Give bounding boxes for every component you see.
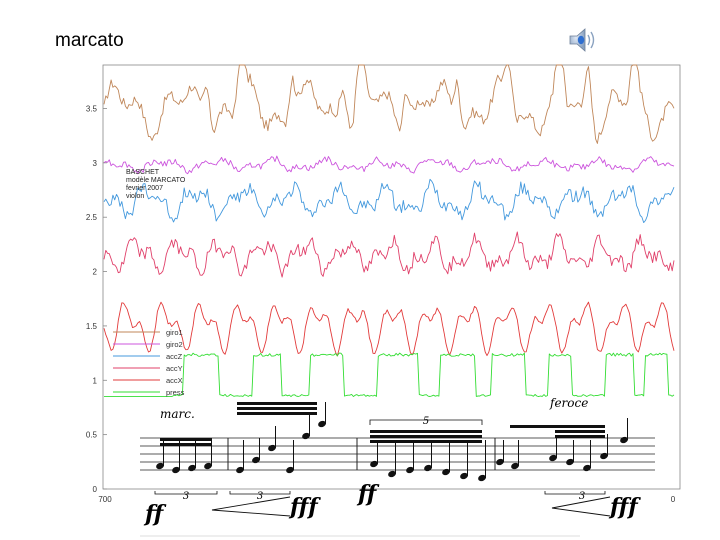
- annotation-line: violon: [126, 193, 144, 200]
- expression-feroce: feroce: [549, 396, 588, 410]
- note-head: [188, 464, 196, 472]
- series-line-accZ: [103, 178, 675, 224]
- series-line-giro2: [103, 155, 675, 175]
- note-head: [268, 444, 276, 452]
- annotation-line: fevrier 2007: [126, 185, 163, 192]
- note-head: [620, 436, 628, 444]
- note-head: [496, 458, 504, 466]
- dynamic-mark: ff: [356, 481, 380, 507]
- note-head: [478, 474, 486, 482]
- note-head: [460, 472, 468, 480]
- legend-label: giro2: [166, 340, 183, 349]
- x-tick-label: 700: [98, 495, 112, 504]
- barlines: [227, 438, 496, 470]
- legend-label: accY: [166, 364, 183, 373]
- y-tick-label: 3: [93, 159, 98, 168]
- note-head: [511, 462, 519, 470]
- series-layer: [103, 64, 675, 398]
- legend-label: accZ: [166, 352, 183, 361]
- y-axis: 0 0.5 1 1.5 2 2.5 3 3.5: [86, 104, 107, 494]
- hairpins: [211, 496, 611, 517]
- annotation: BASCHET modèle MARCATO fevrier 2007 viol…: [126, 169, 186, 200]
- note-head: [583, 464, 591, 472]
- note-head: [204, 462, 212, 470]
- y-tick-label: 3.5: [86, 104, 98, 113]
- music-score: 3 3 5 3 marc. feroce ff fff ff fff: [140, 396, 655, 527]
- tuplet-brackets: [154, 419, 606, 495]
- expression-marc: marc.: [160, 407, 195, 421]
- dynamic-mark: fff: [608, 494, 641, 520]
- y-tick-label: 2.5: [86, 213, 98, 222]
- legend-label: giro1: [166, 328, 183, 337]
- y-tick-label: 0: [93, 485, 98, 494]
- notes: [156, 402, 628, 482]
- series-line-accX: [103, 301, 675, 357]
- x-axis: 700 0: [98, 495, 675, 504]
- slide-title: marcato: [55, 30, 124, 51]
- y-tick-label: 2: [93, 268, 98, 277]
- x-tick-label: 0: [671, 495, 676, 504]
- series-line-press: [104, 352, 675, 398]
- dynamic-mark: fff: [288, 494, 321, 520]
- annotation-line: modèle MARCATO: [126, 177, 186, 184]
- tuplet-number: 3: [183, 491, 189, 502]
- note-head: [252, 456, 260, 464]
- y-tick-label: 1: [93, 376, 98, 385]
- note-head: [549, 454, 557, 462]
- note-head: [302, 432, 310, 440]
- note-head: [442, 468, 450, 476]
- note-head: [424, 464, 432, 472]
- y-tick-label: 1.5: [86, 322, 98, 331]
- audio-play-button[interactable]: [566, 24, 598, 56]
- note-head: [156, 462, 164, 470]
- plot-frame: [102, 64, 681, 490]
- note-head: [388, 470, 396, 478]
- legend-label: accX: [166, 376, 183, 385]
- note-head: [236, 466, 244, 474]
- note-head: [370, 460, 378, 468]
- dynamic-mark: ff: [143, 501, 167, 527]
- note-head: [600, 452, 608, 460]
- beams: [160, 402, 605, 446]
- speaker-icon: [569, 28, 595, 52]
- tuplet-number: 3: [257, 491, 263, 502]
- tuplet-number: 3: [579, 491, 585, 502]
- annotation-line: BASCHET: [126, 169, 160, 176]
- series-line-giro1: [103, 64, 675, 144]
- note-head: [172, 466, 180, 474]
- series-line-accY: [103, 231, 675, 278]
- note-head: [406, 466, 414, 474]
- note-head: [566, 458, 574, 466]
- note-head: [318, 420, 326, 428]
- y-tick-label: 0.5: [86, 431, 98, 440]
- legend-label: press: [166, 388, 185, 397]
- legend: giro1 giro2 accZ accY accX press: [113, 328, 185, 397]
- tuplet-number: 5: [423, 416, 429, 427]
- note-head: [286, 466, 294, 474]
